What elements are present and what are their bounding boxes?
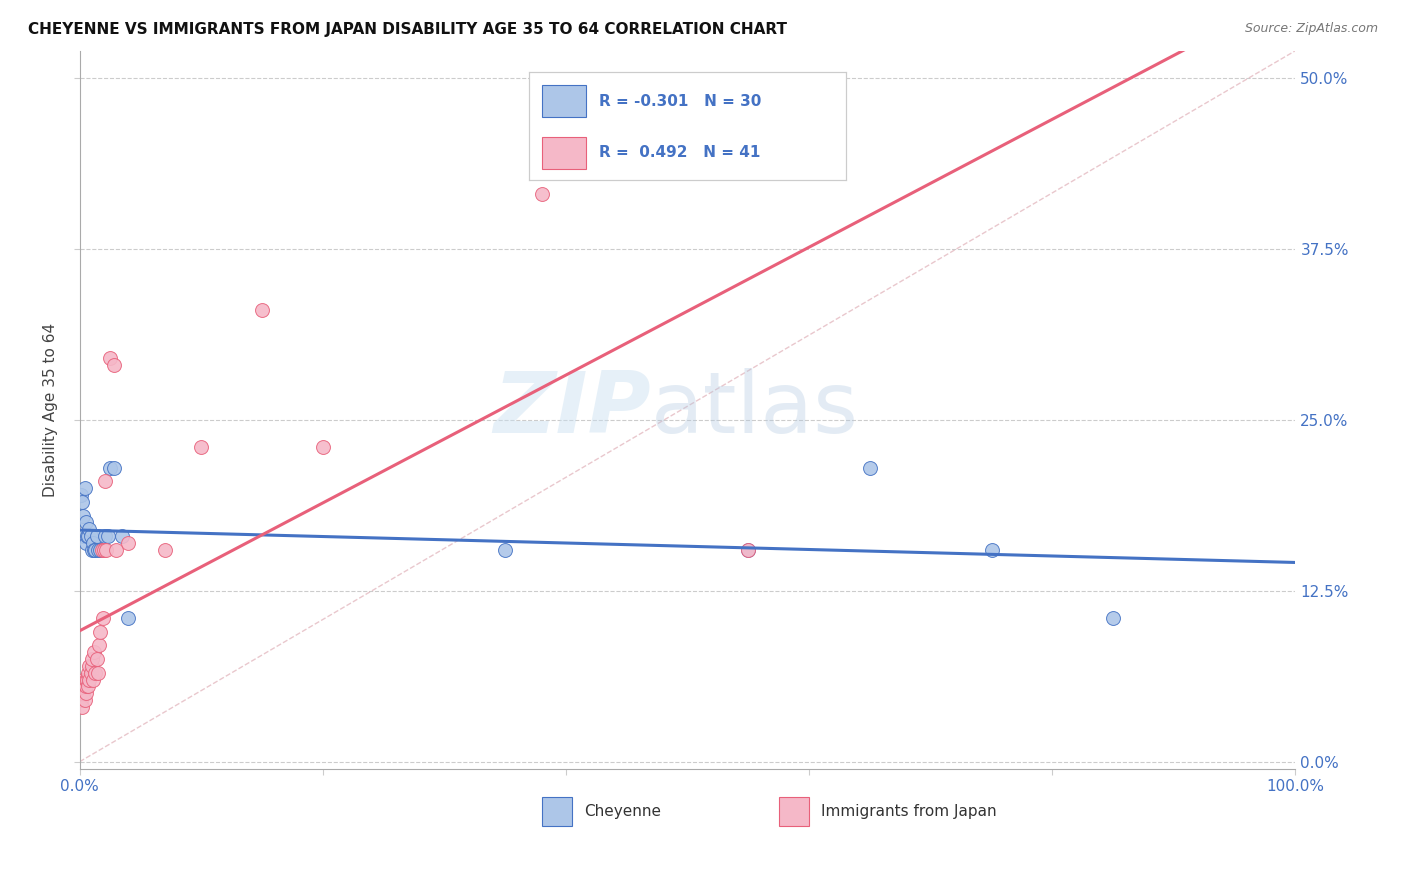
Point [70, 495, 93, 509]
Point [82, 673, 104, 687]
Point [79, 522, 101, 536]
Point [97, 529, 120, 543]
Point [87, 542, 110, 557]
Point [737, 542, 759, 557]
Point [190, 440, 212, 454]
Point [87, 639, 110, 653]
Point [70, 693, 93, 707]
Point [73, 481, 96, 495]
Point [111, 529, 134, 543]
Point [72, 673, 94, 687]
Text: Immigrants from Japan: Immigrants from Japan [821, 804, 997, 819]
Point [77, 665, 100, 680]
Point [103, 358, 125, 372]
Point [84, 665, 107, 680]
Point [79, 665, 101, 680]
Point [73, 693, 96, 707]
Point [494, 542, 516, 557]
Point [96, 542, 118, 557]
Text: Cheyenne: Cheyenne [585, 804, 661, 819]
Bar [779, 797, 808, 826]
Point [75, 516, 97, 530]
Point [117, 536, 139, 550]
Point [76, 673, 98, 687]
Point [98, 460, 121, 475]
Point [77, 680, 100, 694]
Point [72, 508, 94, 523]
Point [75, 680, 97, 694]
Point [737, 542, 759, 557]
Point [98, 351, 121, 366]
Point [87, 665, 110, 680]
Point [72, 686, 94, 700]
Point [91, 542, 114, 557]
Point [73, 680, 96, 694]
Point [80, 652, 103, 666]
Y-axis label: Disability Age 35 to 64: Disability Age 35 to 64 [44, 323, 58, 497]
Point [94, 529, 117, 543]
Point [76, 529, 98, 543]
Point [89, 542, 111, 557]
Point [117, 611, 139, 625]
Point [70, 700, 93, 714]
Point [250, 303, 273, 318]
Text: Source: ZipAtlas.com: Source: ZipAtlas.com [1244, 22, 1378, 36]
Point [859, 460, 882, 475]
Point [79, 673, 101, 687]
Point [86, 652, 108, 666]
Point [530, 187, 553, 202]
Point [72, 529, 94, 543]
Point [79, 529, 101, 543]
Point [75, 686, 97, 700]
Point [70, 680, 93, 694]
Point [103, 460, 125, 475]
Point [83, 542, 105, 557]
Point [1102, 611, 1125, 625]
Point [75, 536, 97, 550]
Point [93, 542, 115, 557]
Bar [541, 797, 572, 826]
Point [77, 529, 100, 543]
Point [80, 542, 103, 557]
Point [105, 542, 128, 557]
Point [312, 440, 335, 454]
Point [90, 542, 112, 557]
Point [80, 659, 103, 673]
Point [70, 488, 93, 502]
Point [91, 611, 114, 625]
Text: CHEYENNE VS IMMIGRANTS FROM JAPAN DISABILITY AGE 35 TO 64 CORRELATION CHART: CHEYENNE VS IMMIGRANTS FROM JAPAN DISABI… [28, 22, 787, 37]
Point [89, 624, 111, 639]
Text: ZIP: ZIP [494, 368, 651, 451]
Point [79, 659, 101, 673]
Point [82, 536, 104, 550]
Text: atlas: atlas [651, 368, 859, 451]
Point [980, 542, 1002, 557]
Point [86, 529, 108, 543]
Point [83, 645, 105, 659]
Point [153, 542, 176, 557]
Point [94, 475, 117, 489]
Point [70, 686, 93, 700]
Point [84, 542, 107, 557]
Point [75, 673, 97, 687]
